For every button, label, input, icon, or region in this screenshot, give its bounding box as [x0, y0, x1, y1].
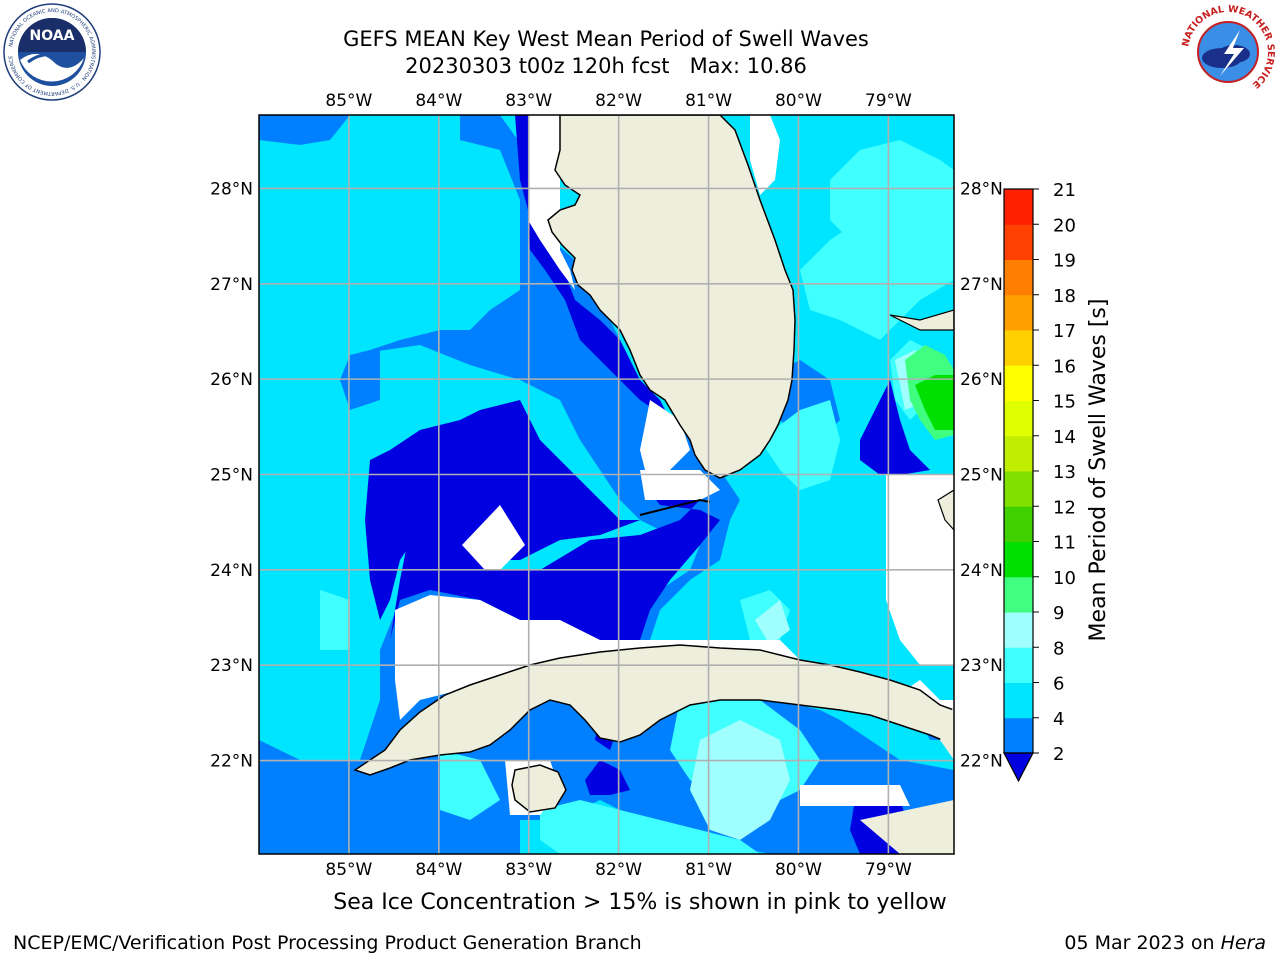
lon-label: 79°W [865, 860, 912, 880]
colorbar-swatch [1004, 189, 1033, 225]
lat-label: 23°N [960, 656, 1003, 676]
colorbar-tick-label: 9 [1053, 603, 1064, 624]
colorbar-tick-label: 6 [1053, 674, 1064, 695]
land-florida-keys [639, 498, 711, 516]
colorbar-tick-label: 17 [1053, 321, 1076, 342]
lon-label: 81°W [685, 91, 732, 111]
land-florida [547, 115, 796, 479]
land-cuba [353, 644, 954, 776]
colorbar: 2 4 6 8 9 10 11 12 13 14 15 16 17 18 19 20 21 [1003, 180, 1076, 783]
lat-label: 27°N [960, 275, 1003, 295]
lon-label: 80°W [775, 91, 822, 111]
map-subtitle: 20230303 t00z 120h fcst Max: 10.86 [405, 54, 807, 78]
land-east-cuba [940, 705, 954, 760]
lat-labels-left: 28°N 27°N 26°N 25°N 24°N 23°N 22°N [210, 179, 253, 771]
lon-label: 85°W [325, 91, 372, 111]
lat-label: 25°N [960, 465, 1003, 485]
lat-label: 23°N [210, 656, 253, 676]
field-10-11s [915, 375, 954, 430]
colorbar-swatch [1004, 612, 1033, 648]
colorbar-tick-label: 18 [1053, 286, 1076, 307]
lat-label: 27°N [210, 275, 253, 295]
colorbar-swatch [1004, 471, 1033, 507]
colorbar-tick-label: 12 [1053, 497, 1076, 518]
colorbar-tick-label: 20 [1053, 215, 1076, 236]
colorbar-swatch [1004, 506, 1033, 542]
lat-label: 25°N [210, 465, 253, 485]
lon-label: 83°W [505, 91, 552, 111]
colorbar-swatch [1004, 224, 1033, 260]
colorbar-swatch [1004, 647, 1033, 683]
lat-labels-right: 28°N 27°N 26°N 25°N 24°N 23°N 22°N [960, 179, 1003, 771]
lat-label: 28°N [960, 179, 1003, 199]
land-grand-bahama [889, 309, 954, 331]
colorbar-swatch [1004, 294, 1033, 331]
lon-label: 84°W [415, 91, 462, 111]
noaa-logo: NOAA NATIONAL OCEANIC AND ATMOSPHERIC AD… [3, 3, 101, 101]
colorbar-swatch [1004, 541, 1033, 578]
colorbar-tick-label: 16 [1053, 356, 1076, 377]
footer-credit: NCEP/EMC/Verification Post Processing Pr… [13, 932, 642, 954]
colorbar-swatch [1004, 435, 1033, 472]
lon-label: 85°W [325, 860, 372, 880]
footer-host: Hera [1220, 932, 1266, 954]
colorbar-swatch [1004, 330, 1033, 366]
land-andros [937, 489, 954, 531]
colorbar-tick-label: 10 [1053, 568, 1076, 589]
lon-label: 80°W [775, 860, 822, 880]
lon-label: 79°W [865, 91, 912, 111]
colorbar-swatch [1004, 400, 1033, 437]
colorbar-tick-label: 11 [1053, 533, 1076, 554]
colorbar-tick-label: 21 [1053, 180, 1076, 201]
noaa-logo-text: NOAA [30, 28, 75, 44]
lat-label: 26°N [960, 370, 1003, 390]
lat-label: 24°N [210, 561, 253, 581]
colorbar-tick-label: 19 [1053, 251, 1076, 272]
colorbar-swatch [1004, 717, 1033, 754]
lon-labels-bottom: 85°W 84°W 83°W 82°W 81°W 80°W 79°W [325, 860, 912, 880]
footer-date-text: 05 Mar 2023 on [1064, 932, 1221, 954]
lon-label: 81°W [685, 860, 732, 880]
land-se-edge [860, 800, 954, 854]
map-gridlines [259, 115, 954, 854]
lon-label: 82°W [595, 91, 642, 111]
lat-label: 26°N [210, 370, 253, 390]
colorbar-swatch [1004, 682, 1033, 719]
lat-label: 24°N [960, 561, 1003, 581]
land-isla-juventud [511, 764, 567, 813]
colorbar-under-triangle [1003, 752, 1034, 783]
colorbar-swatch [1004, 259, 1033, 296]
lon-label: 83°W [505, 860, 552, 880]
colorbar-tick-label: 2 [1053, 744, 1064, 765]
colorbar-tick-label: 15 [1053, 392, 1076, 413]
map-title: GEFS MEAN Key West Mean Period of Swell … [343, 27, 869, 51]
sea-ice-note: Sea Ice Concentration > 15% is shown in … [0, 890, 1280, 915]
lat-label: 22°N [960, 752, 1003, 772]
sea-ice-note-text: Sea Ice Concentration > 15% is shown in … [333, 890, 947, 915]
lon-labels-top: 85°W 84°W 83°W 82°W 81°W 80°W 79°W [325, 91, 912, 111]
map-frame [258, 114, 955, 855]
colorbar-tick-label: 4 [1053, 709, 1064, 730]
nws-logo: NATIONAL WEATHER SERVICE [1180, 4, 1276, 100]
lat-label: 28°N [210, 179, 253, 199]
colorbar-tick-label: 13 [1053, 462, 1076, 483]
colorbar-tick-label: 8 [1053, 638, 1064, 659]
colorbar-swatch [1004, 576, 1033, 613]
lon-label: 82°W [595, 860, 642, 880]
colorbar-tick-label: 14 [1053, 427, 1076, 448]
map-content [259, 115, 954, 854]
footer-date: 05 Mar 2023 on Hera [1064, 932, 1266, 954]
lon-label: 84°W [415, 860, 462, 880]
colorbar-swatch [1004, 365, 1033, 401]
lat-label: 22°N [210, 752, 253, 772]
colorbar-label: Mean Period of Swell Waves [s] [1086, 299, 1111, 642]
